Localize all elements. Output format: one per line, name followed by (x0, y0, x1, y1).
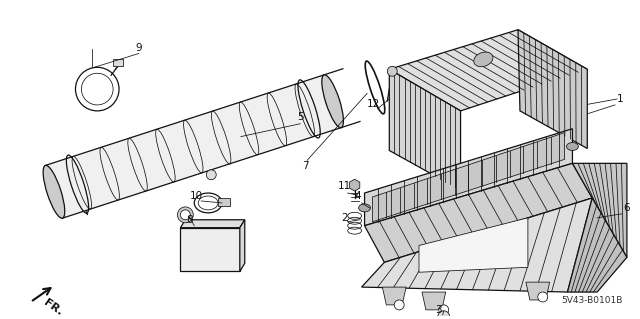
Circle shape (387, 66, 397, 76)
Text: 2: 2 (341, 213, 348, 223)
Circle shape (180, 210, 190, 220)
Ellipse shape (198, 196, 218, 210)
Text: FR.: FR. (42, 297, 65, 317)
Polygon shape (240, 220, 244, 271)
Polygon shape (389, 30, 588, 111)
Ellipse shape (195, 193, 222, 213)
FancyBboxPatch shape (218, 198, 230, 206)
Circle shape (81, 73, 113, 105)
Text: 8: 8 (186, 215, 193, 225)
FancyBboxPatch shape (113, 59, 123, 66)
Circle shape (206, 170, 216, 180)
Circle shape (177, 207, 193, 223)
Polygon shape (422, 292, 445, 310)
Text: 4: 4 (355, 191, 361, 201)
Text: 11: 11 (338, 181, 351, 191)
Polygon shape (572, 163, 627, 257)
Circle shape (538, 292, 548, 302)
Text: 1: 1 (617, 94, 623, 104)
Polygon shape (45, 75, 341, 218)
Ellipse shape (566, 143, 579, 151)
Text: 3: 3 (435, 305, 442, 315)
Text: 9: 9 (136, 42, 142, 53)
Ellipse shape (365, 61, 385, 114)
Polygon shape (180, 220, 244, 228)
Ellipse shape (322, 75, 344, 128)
Text: 5: 5 (297, 112, 303, 122)
Text: 5V43-B0101B: 5V43-B0101B (561, 296, 623, 305)
Polygon shape (372, 133, 564, 222)
Polygon shape (389, 69, 461, 190)
Polygon shape (382, 287, 406, 305)
Polygon shape (568, 198, 627, 292)
Ellipse shape (43, 165, 65, 218)
Polygon shape (365, 163, 592, 262)
Polygon shape (419, 218, 528, 272)
Polygon shape (526, 282, 550, 300)
Text: 7: 7 (302, 161, 308, 171)
Circle shape (76, 67, 119, 111)
Text: 12: 12 (367, 99, 380, 109)
Circle shape (438, 311, 450, 319)
Polygon shape (349, 179, 360, 191)
Polygon shape (365, 129, 572, 226)
Ellipse shape (474, 52, 493, 67)
Circle shape (439, 305, 449, 315)
Text: 6: 6 (623, 203, 630, 213)
Polygon shape (362, 198, 592, 292)
Polygon shape (518, 30, 588, 148)
Ellipse shape (358, 204, 371, 212)
Text: 10: 10 (189, 191, 203, 201)
Polygon shape (180, 228, 240, 271)
Circle shape (394, 300, 404, 310)
